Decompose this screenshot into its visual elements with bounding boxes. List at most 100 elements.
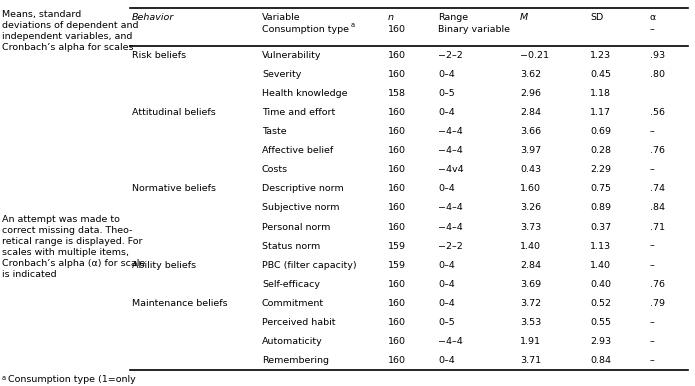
Text: 3.71: 3.71: [520, 356, 541, 365]
Text: An attempt was made to: An attempt was made to: [2, 215, 120, 224]
Text: Vulnerability: Vulnerability: [262, 51, 322, 60]
Text: 160: 160: [388, 318, 406, 327]
Text: .71: .71: [650, 223, 665, 232]
Text: 1.60: 1.60: [520, 185, 541, 193]
Text: 160: 160: [388, 203, 406, 213]
Text: 1.40: 1.40: [590, 261, 611, 270]
Text: Taste: Taste: [262, 127, 286, 136]
Text: 0.52: 0.52: [590, 299, 611, 308]
Text: SD: SD: [590, 13, 603, 22]
Text: –: –: [650, 25, 655, 34]
Text: Consumption type (1=only: Consumption type (1=only: [8, 375, 136, 384]
Text: 0.75: 0.75: [590, 185, 611, 193]
Text: 160: 160: [388, 70, 406, 79]
Text: 3.73: 3.73: [520, 223, 541, 232]
Text: PBC (filter capacity): PBC (filter capacity): [262, 261, 357, 270]
Text: 3.66: 3.66: [520, 127, 541, 136]
Text: Commitment: Commitment: [262, 299, 324, 308]
Text: Cronbach’s alpha for scales: Cronbach’s alpha for scales: [2, 43, 133, 52]
Text: .80: .80: [650, 70, 665, 79]
Text: Severity: Severity: [262, 70, 302, 79]
Text: 1.91: 1.91: [520, 337, 541, 346]
Text: Costs: Costs: [262, 165, 288, 174]
Text: −2–2: −2–2: [438, 242, 463, 251]
Text: Cronbach’s alpha (α) for scale: Cronbach’s alpha (α) for scale: [2, 259, 145, 268]
Text: Maintenance beliefs: Maintenance beliefs: [132, 299, 228, 308]
Text: 160: 160: [388, 165, 406, 174]
Text: 0.55: 0.55: [590, 318, 611, 327]
Text: Attitudinal beliefs: Attitudinal beliefs: [132, 108, 215, 117]
Text: Affective belief: Affective belief: [262, 146, 333, 155]
Text: 160: 160: [388, 337, 406, 346]
Text: Binary variable: Binary variable: [438, 25, 510, 34]
Text: 3.26: 3.26: [520, 203, 541, 213]
Text: 159: 159: [388, 242, 406, 251]
Text: correct missing data. Theo-: correct missing data. Theo-: [2, 226, 132, 235]
Text: .84: .84: [650, 203, 665, 213]
Text: 1.18: 1.18: [590, 89, 611, 98]
Text: Descriptive norm: Descriptive norm: [262, 185, 344, 193]
Text: 0–4: 0–4: [438, 356, 455, 365]
Text: 0.43: 0.43: [520, 165, 541, 174]
Text: a: a: [2, 375, 6, 381]
Text: 160: 160: [388, 146, 406, 155]
Text: 160: 160: [388, 280, 406, 289]
Text: .93: .93: [650, 51, 665, 60]
Text: deviations of dependent and: deviations of dependent and: [2, 21, 138, 30]
Text: 160: 160: [388, 51, 406, 60]
Text: 0–4: 0–4: [438, 108, 455, 117]
Text: 160: 160: [388, 185, 406, 193]
Text: Automaticity: Automaticity: [262, 337, 322, 346]
Text: −4–4: −4–4: [438, 203, 463, 213]
Text: 3.97: 3.97: [520, 146, 541, 155]
Text: 3.72: 3.72: [520, 299, 541, 308]
Text: n: n: [388, 13, 394, 22]
Text: 0.37: 0.37: [590, 223, 611, 232]
Text: 2.93: 2.93: [590, 337, 611, 346]
Text: Consumption type: Consumption type: [262, 25, 349, 34]
Text: –: –: [650, 337, 655, 346]
Text: α: α: [650, 13, 656, 22]
Text: –: –: [650, 318, 655, 327]
Text: 3.53: 3.53: [520, 318, 541, 327]
Text: 160: 160: [388, 108, 406, 117]
Text: −4–4: −4–4: [438, 146, 463, 155]
Text: −4v4: −4v4: [438, 165, 464, 174]
Text: .76: .76: [650, 146, 665, 155]
Text: M: M: [520, 13, 528, 22]
Text: Means, standard: Means, standard: [2, 10, 81, 19]
Text: 0–4: 0–4: [438, 280, 455, 289]
Text: 2.84: 2.84: [520, 108, 541, 117]
Text: 160: 160: [388, 299, 406, 308]
Text: –: –: [650, 127, 655, 136]
Text: Normative beliefs: Normative beliefs: [132, 185, 216, 193]
Text: Subjective norm: Subjective norm: [262, 203, 339, 213]
Text: Self-efficacy: Self-efficacy: [262, 280, 320, 289]
Text: .56: .56: [650, 108, 665, 117]
Text: –: –: [650, 261, 655, 270]
Text: −0.21: −0.21: [520, 51, 549, 60]
Text: scales with multiple items,: scales with multiple items,: [2, 248, 129, 257]
Text: 160: 160: [388, 25, 406, 34]
Text: 0.89: 0.89: [590, 203, 611, 213]
Text: −4–4: −4–4: [438, 223, 463, 232]
Text: 1.23: 1.23: [590, 51, 611, 60]
Text: .79: .79: [650, 299, 665, 308]
Text: 2.96: 2.96: [520, 89, 541, 98]
Text: –: –: [650, 165, 655, 174]
Text: .74: .74: [650, 185, 665, 193]
Text: 0–4: 0–4: [438, 261, 455, 270]
Text: Time and effort: Time and effort: [262, 108, 335, 117]
Text: is indicated: is indicated: [2, 270, 56, 279]
Text: 160: 160: [388, 223, 406, 232]
Text: Perceived habit: Perceived habit: [262, 318, 336, 327]
Text: 158: 158: [388, 89, 406, 98]
Text: Remembering: Remembering: [262, 356, 329, 365]
Text: 1.17: 1.17: [590, 108, 611, 117]
Text: –: –: [650, 242, 655, 251]
Text: Risk beliefs: Risk beliefs: [132, 51, 186, 60]
Text: Variable: Variable: [262, 13, 301, 22]
Text: 2.84: 2.84: [520, 261, 541, 270]
Text: –: –: [650, 356, 655, 365]
Text: 0–5: 0–5: [438, 318, 455, 327]
